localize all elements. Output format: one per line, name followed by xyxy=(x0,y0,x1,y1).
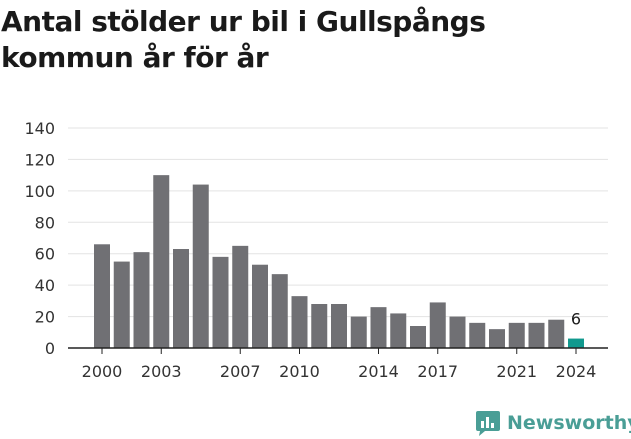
bar-2001 xyxy=(113,261,130,348)
bar-2016 xyxy=(410,326,426,348)
bar-2011 xyxy=(311,304,328,348)
x-tick-label: 2014 xyxy=(358,362,399,381)
bar-2015 xyxy=(390,313,407,348)
bar-2012 xyxy=(331,304,347,348)
x-tick-label: 2003 xyxy=(141,362,182,381)
bar-2024 xyxy=(568,338,584,348)
y-tick-label: 100 xyxy=(24,182,55,201)
bar-2022 xyxy=(528,322,545,348)
x-axis-ticks: 2000 2003 2007 2010 2014 2017 2021 2024 xyxy=(82,348,597,381)
y-tick-label: 120 xyxy=(24,150,55,169)
x-tick-label: 2017 xyxy=(417,362,458,381)
bar-2003 xyxy=(153,175,170,348)
bar-2005 xyxy=(192,184,209,348)
bar-2014 xyxy=(370,307,387,348)
bar-2000 xyxy=(94,244,110,348)
y-axis-ticks: 0 20 40 60 80 100 120 140 xyxy=(24,119,55,358)
bar-2002 xyxy=(133,252,150,348)
bar-2008 xyxy=(252,264,268,348)
x-tick-label: 2000 xyxy=(82,362,123,381)
bar-2021 xyxy=(508,322,525,348)
chart-title: Antal stölder ur bil i Gullspångs kommun… xyxy=(1,5,486,74)
y-tick-label: 0 xyxy=(45,339,55,358)
x-tick-label: 2024 xyxy=(556,362,597,381)
y-tick-label: 40 xyxy=(35,276,55,295)
bar-2006 xyxy=(212,256,229,348)
y-tick-label: 60 xyxy=(35,245,55,264)
bar-2017 xyxy=(429,302,446,348)
brand-logo: Newsworthy xyxy=(475,408,631,438)
bar-2020 xyxy=(489,329,505,348)
y-tick-label: 140 xyxy=(24,119,55,138)
bar-2019 xyxy=(469,322,486,348)
bar-2004 xyxy=(173,249,189,348)
y-tick-label: 20 xyxy=(35,308,55,327)
data-label: 6 xyxy=(571,310,581,329)
bar-2009 xyxy=(271,274,288,348)
x-tick-label: 2007 xyxy=(220,362,261,381)
bar-2007 xyxy=(232,245,249,348)
x-tick-label: 2010 xyxy=(279,362,320,381)
bar-2013 xyxy=(350,316,367,348)
y-tick-label: 80 xyxy=(35,213,55,232)
newsworthy-logo-icon xyxy=(476,411,500,436)
bars xyxy=(68,175,608,349)
bar-2010 xyxy=(291,296,308,348)
brand-name: Newsworthy xyxy=(507,412,631,434)
x-tick-label: 2021 xyxy=(496,362,537,381)
bar-2018 xyxy=(449,316,466,348)
data-labels: 6 xyxy=(571,310,581,329)
bar-2023 xyxy=(548,319,565,348)
